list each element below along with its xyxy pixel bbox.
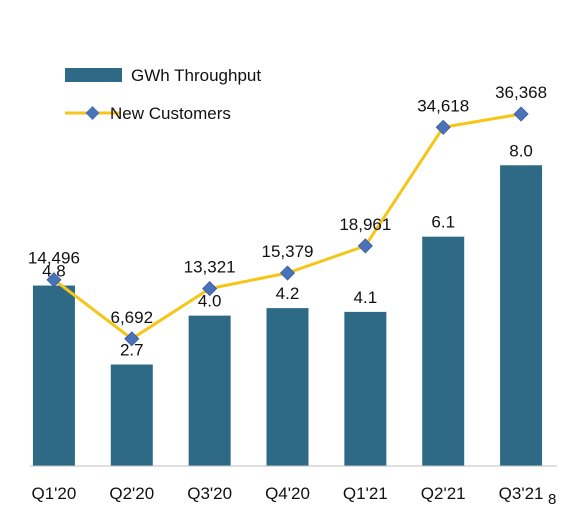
bar-label-2: 2.7 bbox=[120, 341, 144, 360]
customer-marker-5 bbox=[357, 238, 373, 254]
customer-label-2: 6,692 bbox=[111, 308, 154, 327]
bar-2 bbox=[110, 364, 153, 466]
bar-7 bbox=[500, 165, 543, 466]
x-tick-4: Q4'20 bbox=[265, 484, 310, 503]
x-tick-7: Q3'21 bbox=[499, 484, 544, 503]
customer-marker-2 bbox=[124, 331, 140, 347]
customer-label-6: 34,618 bbox=[417, 96, 469, 115]
x-tick-1: Q1'20 bbox=[32, 484, 77, 503]
x-tick-3: Q3'20 bbox=[187, 484, 232, 503]
customer-marker-4 bbox=[279, 265, 296, 281]
x-tick-6: Q2'21 bbox=[421, 484, 466, 503]
bar-label-4: 4.2 bbox=[276, 284, 300, 303]
legend-bar-swatch bbox=[65, 68, 122, 82]
customer-label-1: 14,496 bbox=[28, 249, 80, 268]
bar-label-6: 6.1 bbox=[431, 213, 455, 232]
legend-label-customers: New Customers bbox=[110, 104, 231, 123]
customer-marker-6 bbox=[435, 119, 451, 135]
bar-label-5: 4.1 bbox=[354, 288, 378, 307]
customer-marker-1 bbox=[46, 272, 62, 288]
bar-labels: 4.8 2.7 4.0 4.2 4.1 6.1 8.0 bbox=[42, 141, 533, 359]
bar-4 bbox=[266, 308, 309, 466]
legend-label-throughput: GWh Throughput bbox=[131, 66, 261, 85]
x-tick-5: Q1'21 bbox=[343, 484, 388, 503]
bar-1 bbox=[32, 285, 75, 466]
bar-label-7: 8.0 bbox=[509, 141, 533, 160]
customer-label-4: 15,379 bbox=[262, 242, 314, 261]
customer-label-5: 18,961 bbox=[339, 215, 391, 234]
legend: GWh Throughput New Customers bbox=[65, 66, 261, 123]
bar-label-3: 4.0 bbox=[198, 292, 222, 311]
line-labels: 14,496 6,692 13,321 15,379 18,961 34,618 36,36… bbox=[28, 83, 547, 327]
bar-3 bbox=[188, 315, 231, 466]
customer-marker-7 bbox=[513, 106, 529, 122]
bar-series bbox=[32, 165, 543, 466]
x-tick-labels: Q1'20 Q2'20 Q3'20 Q4'20 Q1'21 Q2'21 Q3'21 bbox=[32, 484, 544, 503]
bar-label-1: 4.8 bbox=[42, 262, 66, 281]
bar-5 bbox=[344, 311, 387, 466]
legend-marker-diamond bbox=[85, 106, 100, 120]
customer-label-3: 13,321 bbox=[184, 258, 236, 277]
customer-label-7: 36,368 bbox=[495, 83, 547, 102]
x-tick-2: Q2'20 bbox=[109, 484, 154, 503]
page-number: 8 bbox=[548, 491, 556, 508]
line-markers bbox=[46, 106, 529, 347]
bar-6 bbox=[422, 236, 465, 466]
customer-marker-3 bbox=[202, 281, 218, 297]
